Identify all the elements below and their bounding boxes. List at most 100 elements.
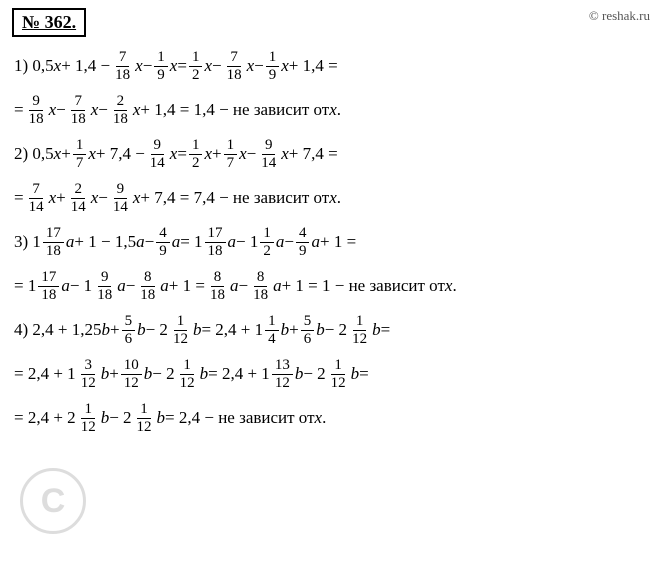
text-segment: = 2,4 + 2 xyxy=(14,408,76,428)
fraction-numerator: 17 xyxy=(43,225,64,243)
fraction: 1718 xyxy=(38,269,59,303)
fraction-numerator: 13 xyxy=(272,357,293,375)
fraction-denominator: 12 xyxy=(170,331,191,348)
text-segment: + 7,4 = xyxy=(289,144,338,164)
variable: x xyxy=(49,188,57,208)
solution-line: 1) 0,5x + 1,4 − 718 x − 19 x = 12 x − 71… xyxy=(14,49,648,83)
text-segment: 3) 1 xyxy=(14,232,41,252)
text-segment: − 2 xyxy=(303,364,325,384)
fraction-denominator: 9 xyxy=(156,243,170,260)
fraction: 112 xyxy=(349,313,370,347)
variable: x xyxy=(247,56,255,76)
fraction-numerator: 2 xyxy=(71,181,85,199)
fraction-numerator: 1 xyxy=(154,49,168,67)
solution-line: = 2,4 + 2112 b − 2112 b = 2,4 − не завис… xyxy=(14,401,648,435)
variable: x xyxy=(54,56,62,76)
fraction-denominator: 18 xyxy=(94,287,115,304)
fraction: 818 xyxy=(207,269,228,303)
fraction: 12 xyxy=(260,225,274,259)
variable: b xyxy=(144,364,153,384)
text-segment: + 1,4 = xyxy=(289,56,338,76)
fraction: 218 xyxy=(110,93,131,127)
fraction-numerator: 1 xyxy=(265,313,279,331)
variable: a xyxy=(61,276,70,296)
text-segment: − xyxy=(98,100,108,120)
fraction-denominator: 14 xyxy=(110,199,131,216)
text-segment: − xyxy=(247,144,257,164)
variable: a xyxy=(228,232,237,252)
fraction-numerator: 1 xyxy=(353,313,367,331)
site-label: © reshak.ru xyxy=(589,8,650,24)
text-segment: = 2,4 + 1 xyxy=(201,320,263,340)
fraction: 112 xyxy=(78,401,99,435)
fraction-denominator: 14 xyxy=(258,155,279,172)
fraction-denominator: 18 xyxy=(26,111,47,128)
text-segment: 1) 0,5 xyxy=(14,56,54,76)
fraction-denominator: 9 xyxy=(154,67,168,84)
text-segment: = 2,4 + 1 xyxy=(208,364,270,384)
fraction: 1718 xyxy=(205,225,226,259)
text-segment: = 2,4 − не зависит от xyxy=(165,408,314,428)
fraction: 1312 xyxy=(272,357,293,391)
fraction-denominator: 18 xyxy=(112,67,133,84)
text-segment: − xyxy=(254,56,264,76)
variable: a xyxy=(172,232,181,252)
variable: x xyxy=(204,56,212,76)
fraction: 1718 xyxy=(43,225,64,259)
fraction: 19 xyxy=(266,49,280,83)
text-segment: + 1 = 1 − не зависит от xyxy=(282,276,445,296)
fraction: 918 xyxy=(26,93,47,127)
fraction-denominator: 7 xyxy=(224,155,238,172)
variable: b xyxy=(193,320,202,340)
variable: x xyxy=(49,100,57,120)
variable: b xyxy=(101,408,110,428)
variable: b xyxy=(137,320,146,340)
header: № 362. © reshak.ru xyxy=(0,0,662,41)
fraction-numerator: 9 xyxy=(98,269,112,287)
fraction: 914 xyxy=(258,137,279,171)
text-segment: = xyxy=(359,364,369,384)
fraction-numerator: 4 xyxy=(156,225,170,243)
text-segment: − xyxy=(126,276,136,296)
fraction-denominator: 6 xyxy=(122,331,136,348)
fraction-numerator: 1 xyxy=(331,357,345,375)
fraction-denominator: 14 xyxy=(26,199,47,216)
solution-line: = 918 x − 718 x − 218 x + 1,4 = 1,4 − не… xyxy=(14,93,648,127)
fraction-numerator: 1 xyxy=(260,225,274,243)
fraction-numerator: 1 xyxy=(73,137,87,155)
variable: x xyxy=(133,188,141,208)
variable: a xyxy=(66,232,75,252)
text-segment: = xyxy=(381,320,391,340)
fraction: 214 xyxy=(68,181,89,215)
fraction-numerator: 1 xyxy=(266,49,280,67)
fraction: 112 xyxy=(328,357,349,391)
fraction-denominator: 4 xyxy=(265,331,279,348)
text-segment: − 1 xyxy=(70,276,92,296)
fraction: 112 xyxy=(177,357,198,391)
text-segment: − xyxy=(98,188,108,208)
fraction: 818 xyxy=(137,269,158,303)
text-segment: = xyxy=(14,188,24,208)
variable: a xyxy=(230,276,239,296)
text-segment: . xyxy=(337,188,341,208)
fraction: 14 xyxy=(265,313,279,347)
fraction-denominator: 14 xyxy=(68,199,89,216)
fraction-numerator: 17 xyxy=(205,225,226,243)
text-segment: + 1,4 − xyxy=(61,56,110,76)
text-segment: + 1 = xyxy=(169,276,205,296)
fraction-numerator: 9 xyxy=(29,93,43,111)
fraction-numerator: 8 xyxy=(254,269,268,287)
solution-line: = 11718 a − 1918 a − 818 a + 1 = 818 a −… xyxy=(14,269,648,303)
text-segment: + 7,4 = 7,4 − не зависит от xyxy=(140,188,329,208)
text-segment: = 2,4 + 1 xyxy=(14,364,76,384)
variable: a xyxy=(273,276,282,296)
text-segment: + xyxy=(109,364,119,384)
fraction-numerator: 2 xyxy=(114,93,128,111)
fraction-denominator: 12 xyxy=(272,375,293,392)
solution-line: 4) 2,4 + 1,25b + 56 b − 2112 b = 2,4 + 1… xyxy=(14,313,648,347)
variable: x xyxy=(91,188,99,208)
text-segment: − 2 xyxy=(146,320,168,340)
text-segment: . xyxy=(452,276,456,296)
variable: a xyxy=(160,276,169,296)
text-segment: + 7,4 − xyxy=(96,144,145,164)
